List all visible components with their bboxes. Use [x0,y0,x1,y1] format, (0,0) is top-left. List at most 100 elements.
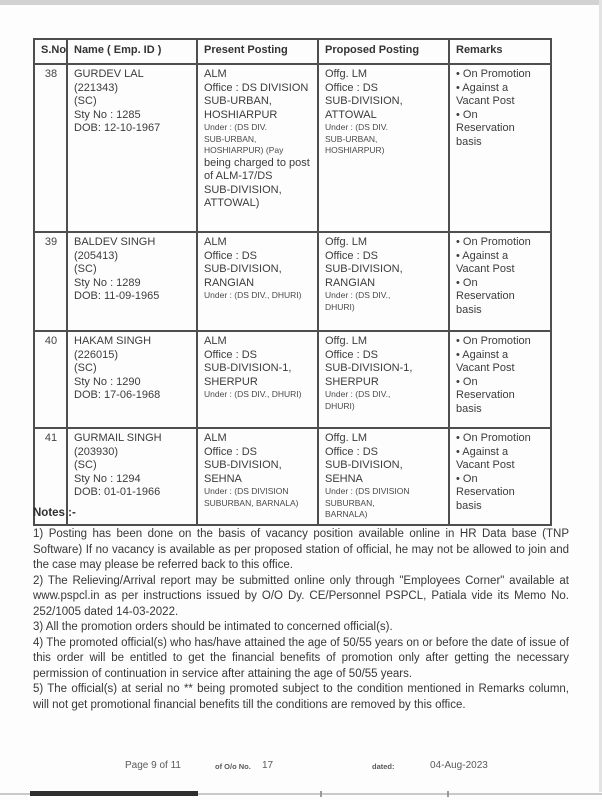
note-item: 4) The promoted official(s) who has/have… [33,636,569,680]
cell-line: ATTOWAL [325,108,377,121]
cell-line: (SC) [74,95,97,107]
cell-line: (SC) [74,362,97,374]
cell-line: BALDEV SINGH [74,236,156,248]
cell-line: • On Promotion [456,68,531,80]
cell-line: HOSHIARPUR) [325,145,385,155]
table-row: 39 BALDEV SINGH (205413) (SC) Sty No : 1289 D… [33,231,552,332]
cell-line: Offg. LM [325,68,367,80]
order-date: 04-Aug-2023 [430,760,488,771]
cell-name: GURDEV LAL (221343) (SC) Sty No : 1285 DOB: … [66,63,198,233]
header-remarks: Remarks [448,38,552,65]
cell-line: • On Promotion [456,335,531,347]
cell-line: Reservation [456,290,515,302]
cell-line: RANGIAN [204,276,255,289]
cell-name: BALDEV SINGH (205413) (SC) Sty No : 1289 DOB… [66,231,198,332]
cell-sno: 38 [33,63,68,233]
cell-line: • On [456,472,478,485]
table-header-row: S.No. Name ( Emp. ID ) Present Posting P… [33,38,552,65]
table-row: 41 GURMAIL SINGH (203930) (SC) Sty No : 1294… [33,427,552,526]
cell-line: SUB-DIVISION, [204,459,282,471]
cell-line: Under : (DS DIV., DHURI) [204,290,302,300]
cell-line: Offg. LM [325,335,367,347]
cell-line: Under : (DS DIV., [325,389,391,399]
cell-present-posting: ALM Office : DS SUB-DIVISION, SEHNA Under : … [196,427,319,526]
cell-line: • Against a [456,348,509,361]
cell-line: SUB-DIVISION, [204,263,282,275]
cell-line: DOB: 17-06-1968 [74,389,161,401]
cell-line: SHERPUR [325,375,379,388]
cell-line: Vacant Post [456,95,515,107]
cell-line: Sty No : 1294 [74,472,141,485]
cell-line: RANGIAN [325,276,376,289]
cell-proposed-posting: Offg. LM Office : DS SUB-DIVISION, SEHNA Und… [317,427,450,526]
cell-line: DOB: 11-09-1965 [74,290,160,302]
cell-line: SUB-DIVISION, [325,263,403,275]
cell-sno: 41 [33,427,68,526]
cell-line: Reservation [456,486,515,498]
cell-remarks: • On Promotion • Against a Vacant Post • On… [448,330,552,429]
cell-line: GURMAIL SINGH [74,432,162,444]
office-order-number: 17 [262,760,274,771]
cell-line: Office : DS [325,81,378,94]
cell-line: Under : (DS DIV., [325,290,391,300]
next-page-table-edge [0,791,602,800]
cell-line: (SC) [74,459,97,471]
cell-line: • Against a [456,81,509,94]
cell-line: ALM [204,68,227,80]
cell-line: ALM [204,432,227,444]
cell-name: GURMAIL SINGH (203930) (SC) Sty No : 1294 DO… [66,427,198,526]
cell-line: Under : (DS DIV. [204,122,267,132]
note-item: 2) The Relieving/Arrival report may be s… [33,574,569,618]
cell-remarks: • On Promotion • Against a Vacant Post • On… [448,231,552,332]
cell-line: Vacant Post [456,362,515,374]
cell-line: SUB-DIVISION, [204,183,282,196]
cell-line: SUB-URBAN, [204,133,257,144]
cell-line: ATTOWAL) [204,197,260,209]
cell-line: SEHNA [325,472,363,485]
cell-line: Under : (DS DIVISION [204,486,289,496]
cell-line: SUB-DIVISION-1, [325,362,413,374]
cell-line: Office : DS [204,249,257,262]
cell-present-posting: ALM Office : DS SUB-DIVISION, RANGIAN Under … [196,231,319,332]
cell-line: Sty No : 1289 [74,276,141,289]
header-proposed-posting: Proposed Posting [317,38,450,65]
posting-table: S.No. Name ( Emp. ID ) Present Posting P… [33,38,552,526]
cell-name: HAKAM SINGH (226015) (SC) Sty No : 1290 DOB:… [66,330,198,429]
dated-label: dated: [372,762,395,771]
cell-line: GURDEV LAL [74,68,144,80]
cell-line: Vacant Post [456,459,515,471]
header-name: Name ( Emp. ID ) [66,38,198,65]
table-body: 38 GURDEV LAL (221343) (SC) Sty No : 1285 DOB… [33,63,552,526]
header-present-posting: Present Posting [196,38,319,65]
office-order-label: of O/o No. [215,762,251,771]
cell-line: Office : DS [204,445,257,458]
cell-line: Office : DS [325,249,378,262]
cell-line: basis [456,499,482,512]
scan-edge-top [0,0,602,5]
cell-line: Under : (DS DIVISION [325,486,410,496]
notes-section: Notes :- 1) Posting has been done on the… [33,507,569,713]
cell-line: HOSHIARPUR) (Pay [204,145,284,155]
cell-line: DHURI) [325,400,355,411]
cell-line: • Against a [456,249,509,262]
table-row: 38 GURDEV LAL (221343) (SC) Sty No : 1285 DOB… [33,63,552,233]
cell-line: Sty No : 1290 [74,375,141,388]
cell-line: • On [456,276,478,289]
cell-remarks: • On Promotion • Against a Vacant Post • On… [448,427,552,526]
cell-line: SUB-DIVISION, [325,95,403,107]
cell-proposed-posting: Offg. LM Office : DS SUB-DIVISION, RANGIAN U… [317,231,450,332]
cell-line: DHURI) [325,301,355,312]
cell-line: (203930) [74,445,119,458]
cell-line: (221343) [74,81,119,94]
next-page-column-tick [320,791,322,797]
table-row: 40 HAKAM SINGH (226015) (SC) Sty No : 1290 DO… [33,330,552,429]
note-item: 3) All the promotion orders should be in… [33,621,393,633]
cell-line: basis [456,135,482,148]
cell-line: • On Promotion [456,432,531,444]
cell-line: Office : DS [204,348,257,361]
cell-line: • Against a [456,445,509,458]
cell-line: (226015) [74,348,119,361]
cell-present-posting: ALM Office : DS DIVISION SUB-URBAN, HOSHIAR… [196,63,319,233]
cell-line: Under : (DS DIV., DHURI) [204,389,302,399]
cell-line: HOSHIARPUR [204,108,278,121]
